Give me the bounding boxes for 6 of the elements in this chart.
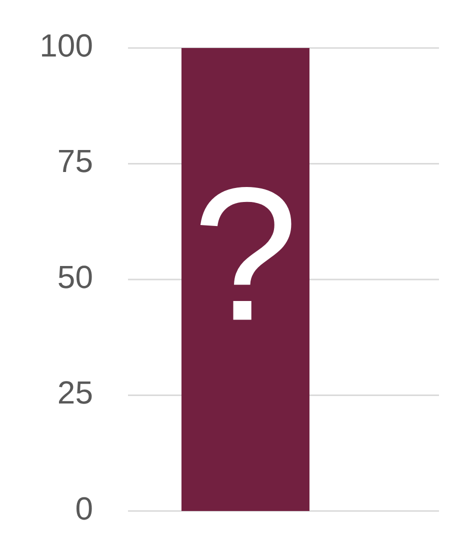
annotation: ? [192,148,298,361]
y-tick-label: 50 [57,258,93,295]
y-tick-label: 100 [40,27,93,64]
y-tick-label: 0 [75,490,93,526]
y-tick-label: 25 [57,374,93,411]
y-tick-label: 75 [57,143,93,180]
